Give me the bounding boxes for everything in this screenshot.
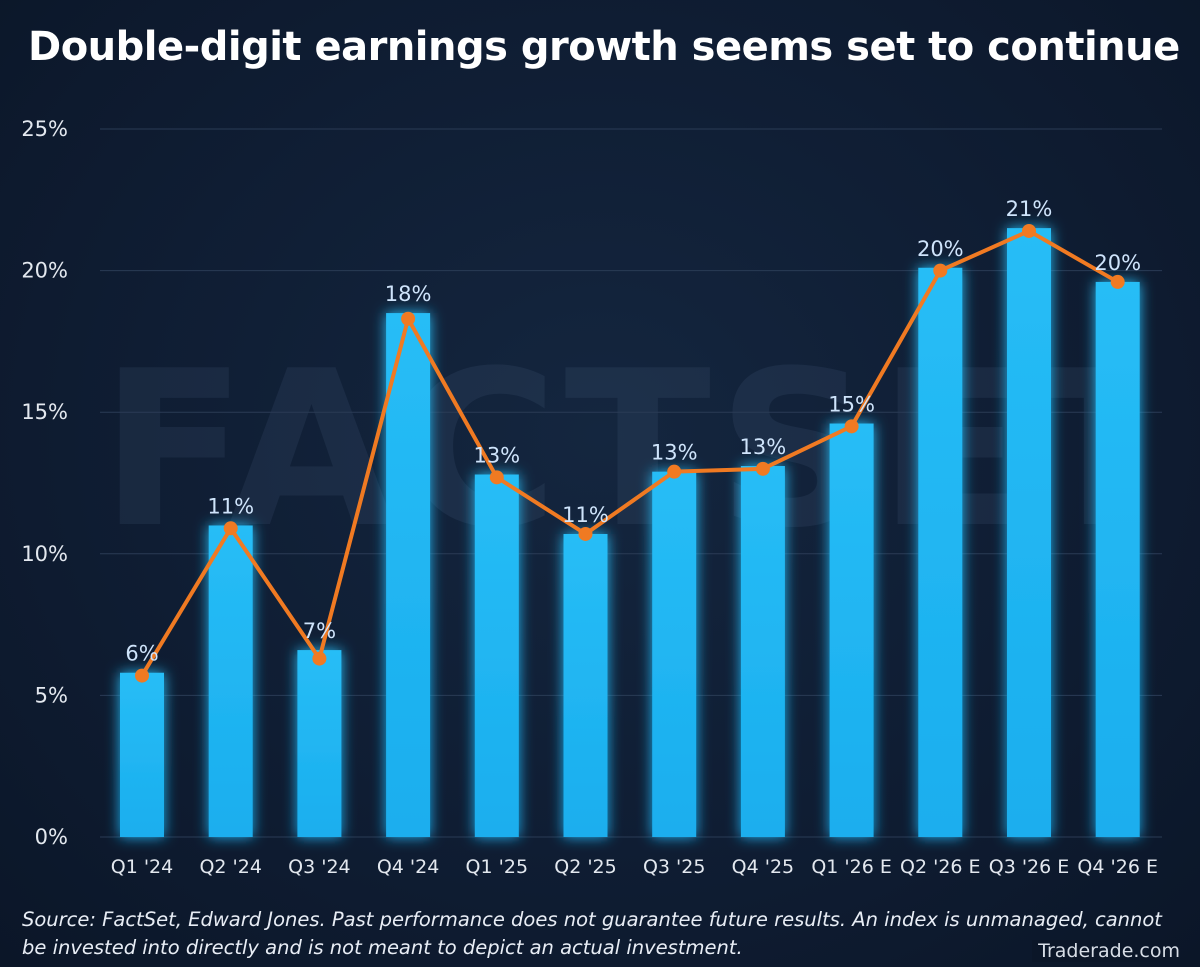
y-axis-ticks: 0% 5% 10% 15% 20% 25% xyxy=(21,117,68,849)
bar xyxy=(652,471,697,837)
line-point xyxy=(135,668,149,683)
bar xyxy=(1095,281,1140,838)
data-label: 21% xyxy=(1006,197,1053,221)
x-tick-label: Q4 '25 xyxy=(732,856,794,878)
x-tick-label: Q1 '26 E xyxy=(811,856,892,878)
line-point xyxy=(933,263,948,278)
line-point xyxy=(223,521,238,536)
line-point xyxy=(844,419,859,434)
data-label: 13% xyxy=(740,435,787,459)
x-tick-label: Q1 '24 xyxy=(111,856,173,878)
data-label: 11% xyxy=(207,494,254,518)
line-point xyxy=(401,311,416,326)
y-tick-label: 25% xyxy=(21,117,68,141)
line-point xyxy=(489,470,504,485)
bar xyxy=(1007,228,1051,837)
source-note: Source: FactSet, Edward Jones. Past perf… xyxy=(22,908,1162,959)
growth-line xyxy=(140,228,1120,678)
x-tick-label: Q2 '25 xyxy=(554,856,616,878)
bar xyxy=(474,474,519,837)
x-axis-ticks: Q1 '24 Q2 '24 Q3 '24 Q4 '24 Q1 '25 Q2 '25 Q3 '… xyxy=(111,856,1158,878)
x-tick-label: Q3 '26 E xyxy=(989,856,1070,878)
data-label: 20% xyxy=(1094,251,1141,275)
bar xyxy=(740,466,785,837)
line-series xyxy=(135,223,1125,683)
chart-title: Double-digit earnings growth seems set t… xyxy=(28,24,1180,70)
data-label: 20% xyxy=(917,237,964,261)
x-tick-label: Q3 '25 xyxy=(643,856,705,878)
bar xyxy=(297,650,342,837)
y-tick-label: 15% xyxy=(21,400,68,424)
grid-lines xyxy=(100,128,1162,838)
line-point xyxy=(667,464,682,479)
brand-credit: Traderade.com xyxy=(1032,940,1180,962)
x-tick-label: Q2 '26 E xyxy=(900,856,981,878)
data-labels: 6% 11% 7% 18% 13% 11% 13% 13% 15% 20% 21% 20% xyxy=(125,197,1141,666)
line-point xyxy=(1110,274,1125,289)
line-point xyxy=(1022,223,1036,238)
x-tick-label: Q3 '24 xyxy=(288,856,350,878)
data-label: 13% xyxy=(651,441,698,465)
x-tick-label: Q2 '24 xyxy=(199,856,261,878)
x-tick-label: Q4 '24 xyxy=(377,856,439,878)
bar xyxy=(918,267,963,837)
x-tick-label: Q1 '25 xyxy=(466,856,528,878)
y-tick-label: 20% xyxy=(21,259,68,283)
x-tick-label: Q4 '26 E xyxy=(1077,856,1158,878)
bar xyxy=(829,423,874,837)
data-label: 15% xyxy=(828,393,875,417)
y-tick-label: 10% xyxy=(21,542,68,566)
bar xyxy=(120,672,164,837)
line-point xyxy=(755,461,770,476)
line-point xyxy=(312,651,327,666)
data-label: 13% xyxy=(473,444,520,468)
line-point xyxy=(578,526,593,541)
data-label: 6% xyxy=(125,642,158,666)
data-label: 7% xyxy=(303,619,336,643)
bar xyxy=(208,525,253,837)
data-label: 18% xyxy=(385,282,432,306)
y-tick-label: 5% xyxy=(35,683,68,707)
bar xyxy=(386,313,431,838)
bar-series xyxy=(120,228,1140,838)
data-label: 11% xyxy=(562,503,609,527)
y-tick-label: 0% xyxy=(35,825,68,849)
bar xyxy=(563,533,608,837)
